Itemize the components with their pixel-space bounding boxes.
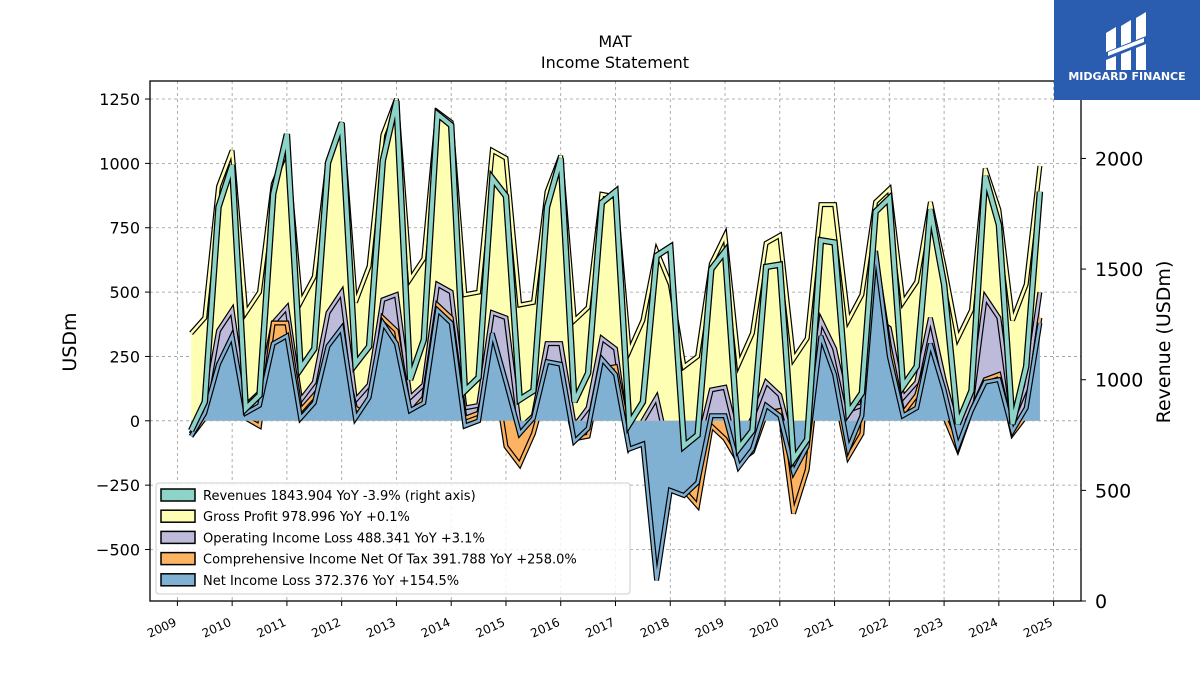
y-tick-label: −250 — [96, 476, 140, 495]
series-line — [189, 100, 1042, 466]
legend-swatch — [160, 530, 196, 545]
right-y-tick-label: 1500 — [1095, 259, 1143, 281]
series-layer — [188, 98, 1044, 581]
right-y-tick-label: 0 — [1095, 591, 1107, 613]
left-y-axis-label: USDm — [59, 312, 81, 371]
legend-swatch — [160, 573, 196, 587]
y-tick-label: 0 — [130, 412, 140, 431]
left-y-ticks: 1250 1000 750 500 250 0 −250 −500 — [96, 90, 150, 560]
right-y-tick-label: 1000 — [1095, 370, 1143, 392]
right-y-axis-label: Revenue (USDm) — [1153, 261, 1175, 424]
legend-swatch — [160, 551, 196, 566]
series-group — [188, 250, 1043, 581]
midgard-finance-logo: MIDGARD FINANCE — [1054, 0, 1200, 100]
legend-label: Revenues 1843.904 YoY -3.9% (right axis) — [203, 489, 476, 504]
legend-label: Gross Profit 978.996 YoY +0.1% — [203, 510, 410, 525]
legend: Revenues 1843.904 YoY -3.9% (right axis)… — [155, 482, 631, 595]
series-line — [189, 250, 1042, 581]
legend-label: Comprehensive Income Net Of Tax 391.788 … — [203, 553, 577, 568]
chart-subtitle: Income Statement — [541, 53, 689, 72]
y-tick-label: 500 — [109, 283, 140, 302]
legend-label: Net Income Loss 372.376 YoY +154.5% — [203, 574, 459, 589]
y-tick-label: 1000 — [99, 154, 140, 173]
y-tick-label: 1250 — [99, 90, 140, 109]
logo-text: MIDGARD FINANCE — [1068, 70, 1185, 83]
y-tick-label: 750 — [109, 219, 140, 238]
series-group — [188, 100, 1044, 469]
legend-box — [155, 482, 631, 595]
legend-swatch — [160, 509, 196, 523]
right-y-ticks: 2000 1500 1000 500 0 — [1081, 148, 1143, 613]
series-area — [191, 250, 1040, 581]
y-tick-label: 250 — [109, 347, 140, 366]
y-tick-label: −500 — [96, 541, 140, 560]
legend-label: Operating Income Loss 488.341 YoY +3.1% — [203, 531, 485, 546]
legend-items: Revenues 1843.904 YoY -3.9% (right axis)… — [160, 488, 577, 589]
chart-title: MAT — [598, 32, 632, 51]
series-line — [189, 282, 1042, 475]
legend-swatch — [160, 488, 196, 502]
right-y-tick-label: 500 — [1095, 480, 1131, 502]
right-y-tick-label: 2000 — [1095, 148, 1143, 170]
logo-mark-icon — [1106, 12, 1146, 70]
